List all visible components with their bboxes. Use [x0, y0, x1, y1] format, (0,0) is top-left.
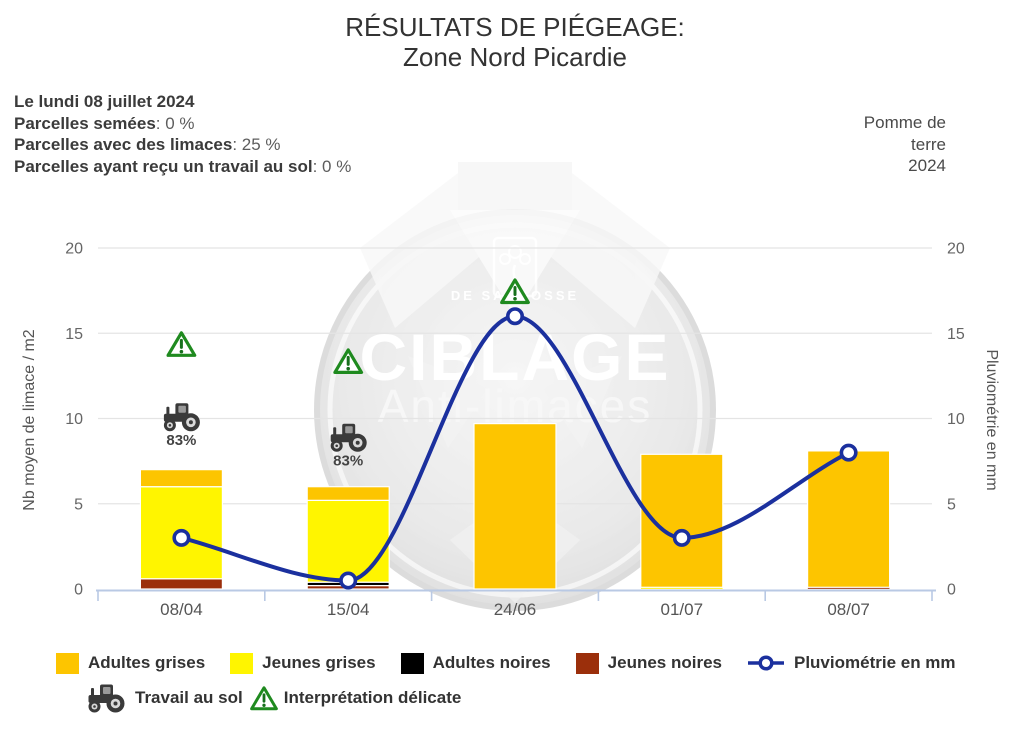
svg-text:5: 5 [74, 496, 83, 513]
svg-text:08/07: 08/07 [827, 600, 870, 619]
crop-year-label: Pomme de terre 2024 [863, 113, 946, 175]
svg-text:83%: 83% [166, 432, 196, 449]
svg-text:20: 20 [947, 241, 965, 258]
legend-item-jeunes-noires[interactable]: Jeunes noires [575, 652, 722, 674]
tractor-icon [86, 683, 126, 713]
svg-text:20: 20 [65, 241, 83, 258]
info-line-tillage: Parcelles ayant reçu un travail au sol: … [14, 156, 352, 176]
rain-line-marker-icon [747, 654, 785, 672]
legend-item-travail-au-sol[interactable]: Travail au sol [86, 683, 243, 713]
legend-item-jeunes-grises[interactable]: Jeunes grises [230, 652, 376, 674]
svg-text:0: 0 [947, 582, 956, 599]
summary-info-block: Le lundi 08 juillet 2024 Parcelles semée… [14, 91, 351, 177]
jeunes-grises-swatch [230, 652, 254, 674]
date-line: Le lundi 08 juillet 2024 [14, 92, 195, 111]
adultes-grises-swatch [56, 652, 79, 674]
title-line-1: RÉSULTATS DE PIÉGEAGE: [345, 12, 685, 42]
left-axis-title: Nb moyen de limace / m2 [21, 329, 38, 511]
legend-item-pluviometrie[interactable]: Pluviométrie en mm [747, 653, 956, 673]
chart-legend: Adultes grises Jeunes grises Adultes noi… [0, 648, 1030, 716]
warning-triangle-icon [249, 685, 279, 712]
legend-row-2: Travail au sol Interprétation délicate [86, 680, 1030, 716]
page-title: RÉSULTATS DE PIÉGEAGE: Zone Nord Picardi… [0, 12, 1030, 72]
jeunes-noires-swatch [575, 652, 599, 674]
svg-text:08/04: 08/04 [160, 600, 203, 619]
right-axis-title: Pluviométrie en mm [983, 349, 1000, 491]
svg-text:5: 5 [947, 496, 956, 513]
info-line-slugs: Parcelles avec des limaces: 25 % [14, 135, 281, 154]
legend-item-adultes-noires[interactable]: Adultes noires [400, 652, 551, 674]
svg-text:15: 15 [65, 326, 83, 343]
svg-text:83%: 83% [333, 452, 363, 469]
legend-item-interpretation-delicate[interactable]: Interprétation délicate [249, 685, 461, 712]
legend-row-1: Adultes grises Jeunes grises Adultes noi… [56, 648, 1030, 678]
svg-text:10: 10 [947, 411, 965, 428]
svg-text:24/06: 24/06 [494, 600, 537, 619]
svg-text:15: 15 [947, 326, 965, 343]
svg-text:01/07: 01/07 [661, 600, 704, 619]
svg-text:15/04: 15/04 [327, 600, 370, 619]
svg-text:10: 10 [65, 411, 83, 428]
adultes-noires-swatch [400, 652, 424, 674]
legend-item-adultes-grises[interactable]: Adultes grises [56, 652, 205, 674]
info-line-sown: Parcelles semées: 0 % [14, 113, 195, 133]
svg-text:0: 0 [74, 582, 83, 599]
title-line-2: Zone Nord Picardie [403, 42, 627, 72]
